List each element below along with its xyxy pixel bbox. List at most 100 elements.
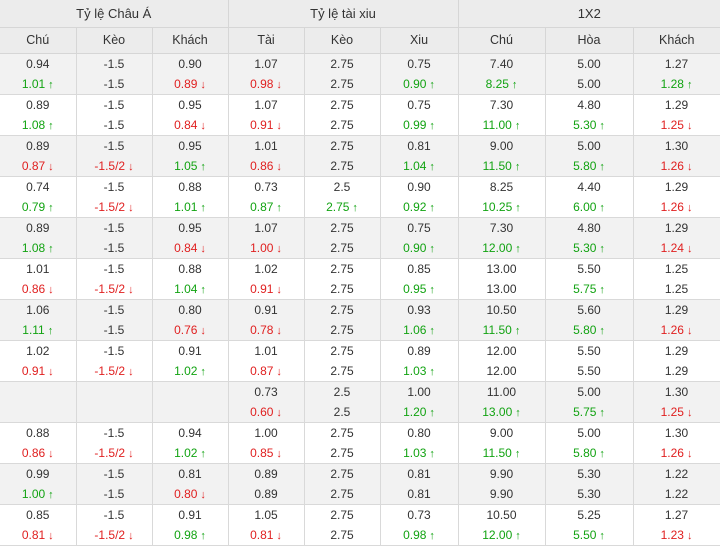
current-odds-value: 0.85: [250, 445, 274, 460]
opening-odds: 1.07: [254, 220, 278, 235]
current-odds: -1.5: [77, 74, 152, 94]
current-odds: 1.06 ↑: [381, 320, 458, 340]
arrow-down-icon: ↓: [276, 529, 282, 542]
opening-odds: 1.29: [664, 343, 689, 358]
current-odds: 1.24 ↓: [634, 238, 720, 258]
arrow-down-icon: ↓: [276, 160, 282, 173]
current-odds-value: 0.86: [21, 445, 46, 460]
opening-odds: 1.00: [254, 425, 278, 440]
current-odds-value: 2.75: [330, 117, 354, 132]
arrow-down-icon: ↓: [686, 529, 693, 542]
opening-odds: 1.02: [26, 343, 50, 358]
table-row: 1.06 1.11 ↑ -1.5 -1.5 0.80 0.76 ↓ 0.91 0.78 ↓ 2.75 2…: [0, 299, 720, 341]
column-header-line: Kèo: [304, 27, 381, 54]
table-row: 0.89 1.08 ↑ -1.5 -1.5 0.95 0.84 ↓ 1.07 1.00 ↓ 2.75 2…: [0, 217, 720, 259]
odds-cell: 1.30 1.26 ↓: [633, 135, 720, 177]
opening-odds: 2.75: [330, 220, 354, 235]
current-odds: 0.60 ↓: [229, 402, 304, 422]
current-odds: 1.26 ↓: [634, 197, 720, 217]
current-odds: 0.89: [229, 484, 304, 504]
current-odds-value: 2.5: [333, 404, 351, 419]
odds-cell: -1.5 -1.5/2 ↓: [76, 340, 153, 382]
arrow-up-icon: ↑: [48, 201, 54, 214]
opening-odds: 2.75: [330, 97, 354, 112]
current-odds-value: 0.81: [21, 527, 46, 542]
opening-odds: 1.05: [254, 507, 278, 522]
opening-odds: 1.27: [664, 56, 689, 71]
current-odds: 1.25: [634, 279, 720, 299]
current-odds-value: 2.75: [330, 486, 354, 501]
odds-cell: 0.75 0.99 ↑: [380, 94, 459, 136]
arrow-down-icon: ↓: [276, 324, 282, 337]
odds-cell: [76, 381, 153, 423]
current-odds-value: 1.01: [21, 76, 46, 91]
current-odds: 1.02 ↑: [153, 361, 228, 381]
arrow-down-icon: ↓: [276, 365, 282, 378]
current-odds: 2.75: [305, 320, 380, 340]
current-odds-value: 2.75: [330, 158, 354, 173]
arrow-up-icon: ↑: [514, 324, 521, 337]
odds-cell: 0.94 1.02 ↑: [152, 422, 229, 464]
odds-cell: 1.27 1.23 ↓: [633, 504, 720, 546]
current-odds: 2.5: [305, 402, 380, 422]
opening-odds: 1.07: [254, 97, 278, 112]
opening-odds: 7.40: [489, 56, 514, 71]
arrow-up-icon: ↑: [429, 365, 435, 378]
odds-cell: -1.5 -1.5: [76, 53, 153, 95]
odds-cell: 0.74 0.79 ↑: [0, 176, 77, 218]
odds-cell: 0.99 1.00 ↑: [0, 463, 77, 505]
odds-cell: 0.94 1.01 ↑: [0, 53, 77, 95]
current-odds-value: 0.98: [174, 527, 198, 542]
table-row: 0.89 1.08 ↑ -1.5 -1.5 0.95 0.84 ↓ 1.07 0.91 ↓ 2.75 2…: [0, 94, 720, 136]
opening-odds: 0.89: [26, 138, 50, 153]
arrow-up-icon: ↑: [429, 201, 435, 214]
opening-odds: -1.5: [103, 261, 125, 276]
opening-odds: 0.74: [26, 179, 50, 194]
current-odds-value: -1.5/2: [94, 527, 126, 542]
current-odds: 1.01 ↑: [0, 74, 76, 94]
arrow-down-icon: ↓: [128, 201, 134, 214]
opening-odds: 12.00: [486, 343, 517, 358]
odds-cell: 1.22 1.22: [633, 463, 720, 505]
current-odds-value: 0.90: [403, 76, 427, 91]
current-odds: 5.80 ↑: [546, 443, 633, 463]
current-odds: 11.50 ↑: [459, 320, 545, 340]
current-odds: 9.90: [459, 484, 545, 504]
opening-odds: 5.00: [577, 384, 601, 399]
arrow-down-icon: ↓: [686, 201, 693, 214]
odds-cell: [0, 381, 77, 423]
opening-odds: 0.75: [407, 97, 431, 112]
arrow-up-icon: ↑: [515, 201, 521, 214]
current-odds-value: 11.50: [482, 322, 512, 337]
arrow-up-icon: ↑: [686, 78, 693, 91]
odds-cell: -1.5 -1.5: [76, 94, 153, 136]
current-odds-value: 0.80: [174, 486, 198, 501]
odds-cell: 0.75 0.90 ↑: [380, 217, 459, 259]
arrow-down-icon: ↓: [48, 447, 54, 460]
odds-cell: -1.5 -1.5/2 ↓: [76, 176, 153, 218]
odds-cell: 0.89 0.89: [228, 463, 305, 505]
opening-odds: 1.27: [664, 507, 689, 522]
odds-cell: 2.5 2.75 ↑: [304, 176, 381, 218]
current-odds: 0.90 ↑: [381, 74, 458, 94]
odds-cell: 2.75 2.75: [304, 340, 381, 382]
current-odds-value: 5.75: [573, 281, 597, 296]
current-odds: 1.29: [634, 361, 720, 381]
arrow-up-icon: ↑: [48, 242, 54, 255]
current-odds: 5.30: [546, 484, 633, 504]
column-header-draw: Hòa: [545, 27, 634, 54]
opening-odds: 7.30: [489, 97, 514, 112]
arrow-down-icon: ↓: [276, 283, 282, 296]
odds-cell: 2.75 2.75: [304, 258, 381, 300]
current-odds-value: 9.90: [489, 486, 514, 501]
current-odds: -1.5: [77, 320, 152, 340]
current-odds: 2.75 ↑: [305, 197, 380, 217]
table-row: 0.99 1.00 ↑ -1.5 -1.5 0.81 0.80 ↓ 0.89 0.89 2.75 2.…: [0, 463, 720, 505]
opening-odds: 5.00: [577, 138, 601, 153]
current-odds: 1.25 ↓: [634, 115, 720, 135]
current-odds-value: 1.01: [174, 199, 198, 214]
current-odds: 0.84 ↓: [153, 238, 228, 258]
current-odds: -1.5/2 ↓: [77, 443, 152, 463]
current-odds: 0.98 ↑: [381, 525, 458, 545]
opening-odds: 0.85: [407, 261, 431, 276]
